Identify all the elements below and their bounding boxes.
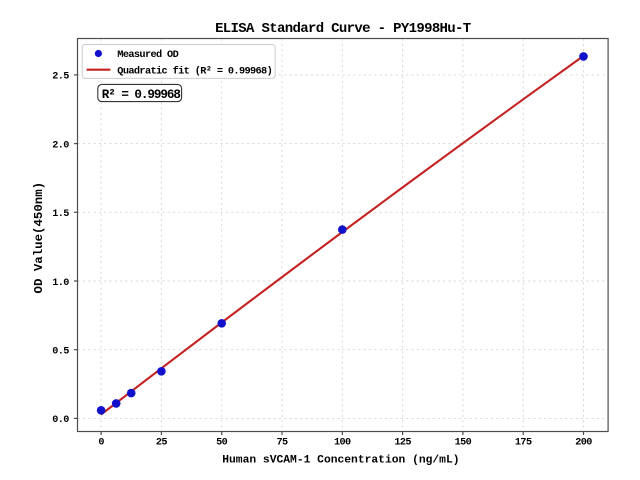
- svg-text:200: 200: [575, 438, 592, 449]
- svg-text:Measured OD: Measured OD: [117, 49, 178, 61]
- svg-text:1.0: 1.0: [52, 278, 69, 289]
- svg-text:ELISA Standard Curve - PY1998H: ELISA Standard Curve - PY1998Hu-T: [215, 21, 471, 37]
- svg-text:2.0: 2.0: [52, 140, 69, 151]
- svg-text:150: 150: [455, 438, 472, 449]
- svg-text:75: 75: [276, 438, 288, 449]
- svg-text:2.5: 2.5: [52, 72, 69, 83]
- svg-text:25: 25: [156, 438, 168, 449]
- svg-text:0.0: 0.0: [52, 415, 69, 426]
- svg-text:OD Value(450nm): OD Value(450nm): [32, 182, 46, 294]
- svg-text:Human sVCAM-1 Concentration (n: Human sVCAM-1 Concentration (ng/mL): [222, 454, 459, 466]
- svg-text:R² = 0.99968: R² = 0.99968: [102, 88, 181, 102]
- svg-text:1.5: 1.5: [52, 209, 69, 220]
- svg-text:50: 50: [216, 438, 228, 449]
- svg-text:0.5: 0.5: [52, 347, 69, 358]
- svg-text:0: 0: [98, 438, 104, 449]
- svg-text:175: 175: [515, 438, 532, 449]
- svg-text:100: 100: [334, 438, 351, 449]
- svg-text:125: 125: [394, 438, 411, 449]
- svg-text:Quadratic fit (R² = 0.99968): Quadratic fit (R² = 0.99968): [117, 65, 272, 77]
